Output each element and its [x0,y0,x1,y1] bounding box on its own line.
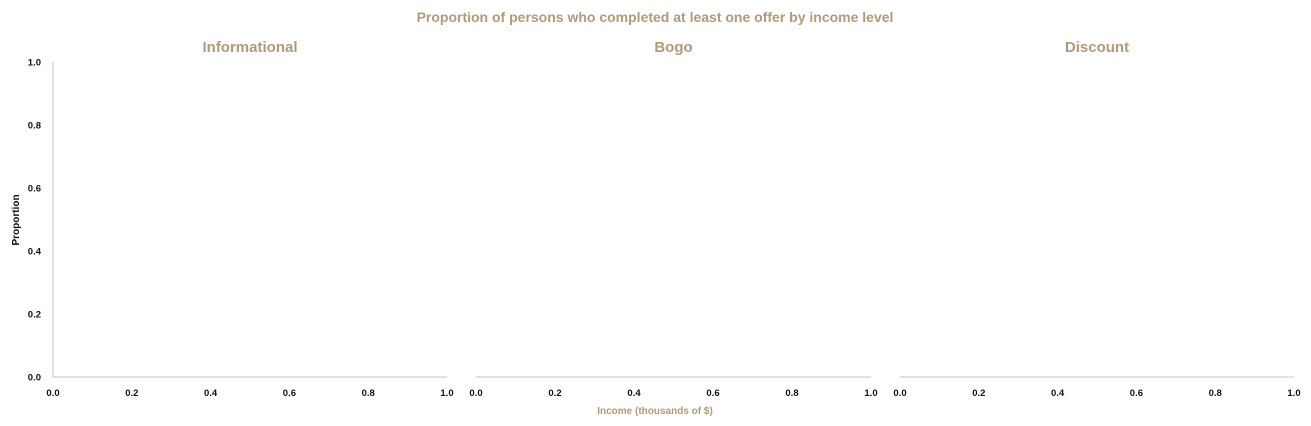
x-tick-label: 0.2 [548,388,561,399]
y-tick-label: 0.0 [28,373,41,384]
x-tick-label: 0.8 [1209,388,1222,399]
subplot-discount: Discount 0.0 0.2 0.4 0.6 0.8 1.0 [893,39,1300,399]
chart-suptitle: Proportion of persons who completed at l… [417,9,894,25]
x-tick-label: 0.6 [1130,388,1143,399]
x-tick-label: 0.6 [706,388,719,399]
x-tick-label: 0.2 [125,388,138,399]
subplot-title: Informational [202,39,297,56]
x-tick-label: 0.4 [1051,388,1065,399]
x-tick-label: 1.0 [1287,388,1300,399]
subplot-title: Discount [1065,39,1129,56]
x-tick-label: 0.0 [469,388,482,399]
subplot-informational: Informational 0.0 0.2 0.4 0.6 0.8 1.0 0.0 0.2 0.4… [28,39,454,399]
x-tick-label: 0.4 [204,388,218,399]
y-tick-label: 0.4 [28,247,42,258]
x-tick-label: 0.8 [362,388,375,399]
x-tick-label: 0.0 [893,388,906,399]
y-tick-label: 0.8 [28,121,41,132]
subplot-bogo: Bogo 0.0 0.2 0.4 0.6 0.8 1.0 [469,39,877,399]
subplot-title: Bogo [654,39,692,56]
y-tick-label: 1.0 [28,58,41,69]
x-tick-label: 1.0 [864,388,877,399]
y-tick-label: 0.6 [28,184,41,195]
x-tick-label: 0.0 [46,388,59,399]
y-axis-label: Proportion [11,194,22,245]
x-tick-label: 0.8 [785,388,798,399]
y-tick-label: 0.2 [28,310,41,321]
chart-panels: Informational 0.0 0.2 0.4 0.6 0.8 1.0 0.0 0.2 0.4… [28,39,1301,399]
x-tick-label: 0.6 [283,388,296,399]
x-tick-label: 0.2 [972,388,985,399]
x-tick-label: 1.0 [440,388,453,399]
x-axis-label: Income (thousands of $) [597,406,713,417]
x-tick-label: 0.4 [627,388,641,399]
